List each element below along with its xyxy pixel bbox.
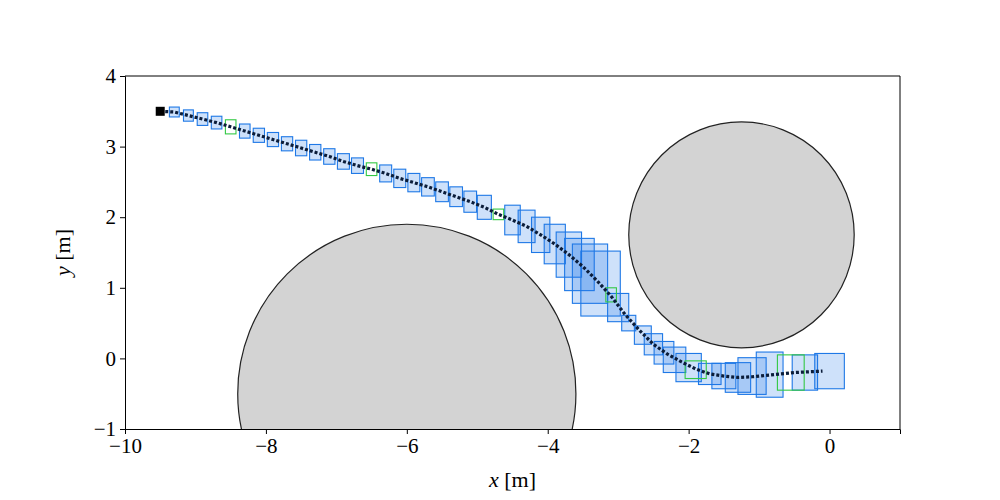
tick: 0	[106, 347, 126, 371]
plot-marks	[156, 107, 854, 429]
tick-label: 2	[106, 205, 117, 229]
tick-label: −6	[396, 434, 418, 458]
tick: 2	[106, 205, 126, 229]
tick: −1	[94, 417, 125, 441]
tick: 3	[106, 135, 126, 159]
axis-line	[126, 430, 901, 435]
frame	[900, 76, 901, 429]
tick: −8	[255, 429, 277, 458]
tick: 4	[106, 64, 126, 88]
tick-label: 1	[106, 276, 117, 300]
obstacle	[629, 122, 854, 348]
tick-label: 0	[825, 434, 836, 458]
tick-label: 4	[106, 64, 117, 88]
uncertainty-box	[685, 361, 706, 379]
start-point	[156, 107, 165, 116]
chart: −10−8−6−4−20−101234x [m]y [m]	[0, 0, 1000, 500]
tick-mark	[120, 76, 125, 77]
uncertainty-box	[464, 191, 477, 212]
uncertainty-box	[477, 195, 491, 219]
tick: −4	[537, 429, 560, 458]
tick-label: −2	[678, 434, 700, 458]
tick: 0	[825, 429, 836, 458]
tick-label: −4	[537, 434, 560, 458]
tick-mark	[120, 429, 125, 430]
frame	[125, 76, 900, 77]
axis-title: x [m]	[488, 467, 536, 492]
tick-mark	[120, 217, 125, 218]
tick-label: 0	[106, 347, 117, 371]
uncertainty-box	[815, 353, 845, 388]
tick-mark	[120, 358, 125, 359]
tick: 1	[106, 276, 126, 300]
tick-mark	[120, 147, 125, 148]
tick-label: −8	[255, 434, 277, 458]
tick-label: 3	[106, 135, 117, 159]
axis-line	[120, 77, 126, 430]
tick: −2	[678, 429, 700, 458]
tick-label: −1	[94, 417, 116, 441]
uncertainty-box	[676, 353, 701, 381]
tick: −6	[396, 429, 418, 458]
obstacle	[238, 224, 576, 429]
x-axis: −10−8−6−4−20	[109, 429, 900, 458]
axis-title: y [m]	[50, 229, 75, 278]
y-axis: −1 0 1 2 3 4	[94, 64, 126, 441]
tick-mark	[120, 288, 125, 289]
trajectory	[160, 111, 822, 377]
